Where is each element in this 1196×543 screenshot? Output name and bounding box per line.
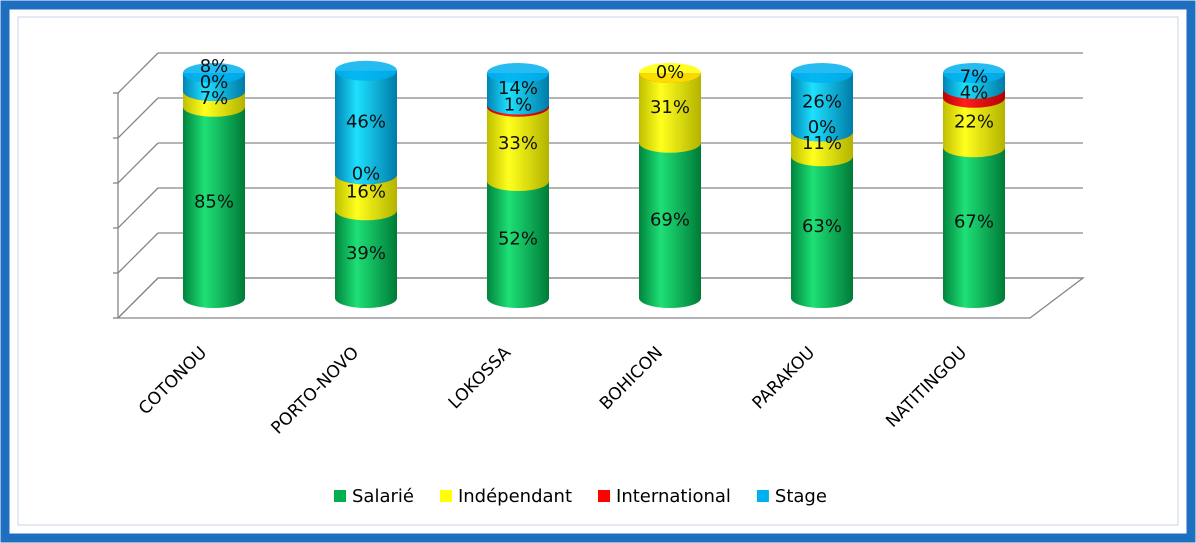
legend-swatch (598, 490, 611, 502)
bar-segment (791, 156, 853, 308)
legend-swatch (334, 490, 346, 502)
data-label: 1% (504, 95, 533, 116)
bar-top (943, 63, 1005, 83)
bar-segment (335, 210, 397, 308)
data-label: 33% (498, 133, 538, 154)
grid-line (117, 52, 159, 94)
data-label: 67% (954, 212, 994, 233)
data-label: 8% (200, 56, 229, 77)
bar-segment (943, 97, 1005, 158)
legend-label: Indépendant (458, 486, 572, 507)
data-label: 7% (200, 88, 229, 109)
bar-segment (335, 70, 397, 185)
legend-label: Stage (775, 486, 827, 507)
grid-line (117, 187, 159, 229)
inner-frame (17, 16, 1179, 526)
bar-segment (487, 106, 549, 191)
grid-line (117, 232, 159, 274)
data-label: 46% (346, 112, 386, 133)
bar-segment (487, 73, 549, 115)
bar-segment (791, 131, 853, 167)
bar-segment (183, 106, 245, 308)
data-label: 11% (802, 133, 842, 154)
data-label: 0% (808, 117, 837, 138)
data-label: 52% (498, 229, 538, 250)
bar-top (791, 63, 853, 83)
data-label: 69% (650, 209, 690, 230)
data-label: 0% (656, 62, 685, 83)
data-label: 7% (960, 66, 989, 87)
bar-top (639, 63, 701, 83)
bar-segment (639, 73, 701, 153)
data-label: 22% (954, 112, 994, 133)
grid-line (117, 97, 159, 139)
bar-segment (487, 181, 549, 308)
bar-top (335, 60, 397, 81)
data-label: 85% (194, 191, 234, 212)
bar-segment (335, 174, 397, 221)
data-label: 63% (802, 216, 842, 237)
grid-line (117, 142, 159, 184)
legend-swatch (756, 490, 769, 502)
bar-segment (639, 142, 701, 308)
bar-top (487, 63, 549, 83)
data-label: 31% (650, 97, 690, 118)
legend-label: International (616, 486, 731, 507)
legend-label: Salarié (352, 486, 414, 507)
data-label: 0% (352, 163, 381, 184)
data-label: 4% (960, 82, 989, 103)
legend-swatch (439, 490, 452, 502)
bar-top (183, 63, 245, 83)
data-label: 14% (498, 78, 538, 99)
grid-line (117, 277, 159, 319)
bar-segment (943, 147, 1005, 308)
data-label: 26% (802, 91, 842, 112)
bar-segment (791, 73, 853, 142)
data-label: 16% (346, 181, 386, 202)
data-label: 39% (346, 243, 386, 264)
data-label: 0% (200, 72, 229, 93)
